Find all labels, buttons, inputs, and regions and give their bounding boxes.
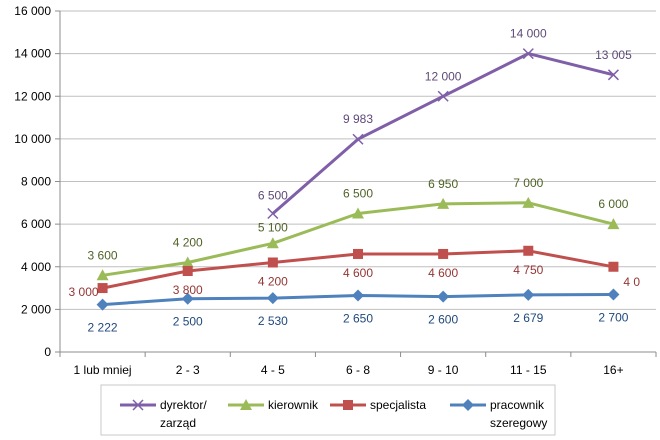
- data-label-pracownik-szeregowy: 2 650: [343, 312, 373, 326]
- data-label-dyrektor-zarz-d: 12 000: [425, 69, 462, 83]
- legend-marker: [240, 399, 252, 410]
- data-label-dyrektor-zarz-d: 14 000: [510, 27, 547, 41]
- data-point-dyrektor-zarz-d: [607, 69, 619, 81]
- legend-item-specjalista: specjalista: [330, 398, 426, 412]
- data-label-specjalista: 4 600: [428, 266, 458, 280]
- data-point-pracownik-szeregowy: [352, 289, 364, 302]
- y-tick-label: 14 000: [14, 47, 51, 61]
- data-label-dyrektor-zarz-d: 6 500: [258, 188, 288, 202]
- x-tick-label: 6 - 8: [346, 363, 370, 377]
- y-tick-label: 12 000: [14, 89, 51, 103]
- data-point-dyrektor-zarz-d: [522, 48, 534, 60]
- data-point-specjalista: [608, 261, 619, 272]
- legend-marker: [462, 399, 474, 411]
- data-point-pracownik-szeregowy: [607, 288, 620, 301]
- data-label-specjalista: 4 0: [623, 275, 640, 289]
- data-label-pracownik-szeregowy: 2 530: [258, 314, 288, 328]
- y-tick-labels: 0 2 000 4 000 6 000 8 000 10 000 12 000 14 000 1…: [14, 4, 51, 359]
- legend-item-kierownik: kierownik: [228, 398, 319, 412]
- data-label-kierownik: 5 100: [258, 220, 288, 234]
- legend-item-dyrektor-zarz-d: dyrektor/zarząd: [120, 398, 207, 430]
- x-tick-label: 4 - 5: [261, 363, 285, 377]
- data-point-dyrektor-zarz-d: [352, 133, 364, 145]
- data-label-dyrektor-zarz-d: 13 005: [595, 48, 632, 62]
- x-tick-label: 9 - 10: [428, 363, 459, 377]
- legend-label: zarząd: [160, 416, 196, 430]
- data-point-kierownik: [607, 218, 620, 230]
- x-tick-labels: 1 lub mniej 2 - 3 4 - 5 6 - 8 9 - 10 11 - 15 1…: [74, 363, 624, 377]
- y-tick-label: 16 000: [14, 4, 51, 18]
- data-label-pracownik-szeregowy: 2 600: [428, 313, 458, 327]
- legend-marker: [132, 399, 144, 411]
- legend-marker: [343, 400, 353, 410]
- data-point-dyrektor-zarz-d: [437, 90, 449, 102]
- data-label-pracownik-szeregowy: 2 500: [173, 315, 203, 329]
- gridlines: [60, 10, 656, 310]
- y-tick-label: 0: [44, 345, 51, 359]
- x-tick-label: 16+: [603, 363, 623, 377]
- data-point-kierownik: [437, 197, 450, 209]
- data-label-pracownik-szeregowy: 2 700: [598, 310, 628, 324]
- data-point-pracownik-szeregowy: [437, 290, 450, 303]
- data-label-pracownik-szeregowy: 2 679: [513, 311, 543, 325]
- data-label-specjalista: 3 000: [69, 285, 99, 299]
- legend-label: kierownik: [268, 398, 319, 412]
- data-label-dyrektor-zarz-d: 9 983: [343, 112, 373, 126]
- legend-label: specjalista: [370, 398, 426, 412]
- data-point-specjalista: [438, 248, 449, 259]
- x-tick-label: 2 - 3: [176, 363, 200, 377]
- data-point-pracownik-szeregowy: [96, 298, 109, 311]
- data-point-pracownik-szeregowy: [522, 288, 535, 301]
- data-labels: 6 500 9 983 12 000 14 000 13 005 3 600 4 200 5 …: [69, 27, 641, 335]
- data-label-kierownik: 7 000: [513, 176, 543, 190]
- data-point-specjalista: [97, 283, 108, 294]
- data-label-kierownik: 6 500: [343, 186, 373, 200]
- series-group: [96, 48, 620, 311]
- data-point-kierownik: [352, 207, 364, 219]
- data-point-kierownik: [181, 256, 194, 268]
- data-label-specjalista: 4 200: [258, 274, 288, 288]
- y-tick-label: 4 000: [21, 260, 51, 274]
- legend-label: pracownik: [490, 398, 545, 412]
- legend-label: dyrektor/: [160, 398, 207, 412]
- data-point-kierownik: [96, 269, 109, 281]
- legend-label: szeregowy: [490, 416, 547, 430]
- data-point-kierownik: [266, 237, 279, 249]
- data-label-kierownik: 6 950: [428, 177, 458, 191]
- axes: [55, 10, 657, 357]
- x-tick-label: 11 - 15: [510, 363, 547, 377]
- y-tick-label: 2 000: [21, 302, 51, 316]
- y-tick-label: 6 000: [21, 217, 51, 231]
- data-point-pracownik-szeregowy: [266, 292, 279, 305]
- data-label-specjalista: 4 600: [343, 266, 373, 280]
- legend: dyrektor/zarząd kierownik specjalista praco…: [100, 384, 556, 436]
- data-label-kierownik: 4 200: [173, 235, 203, 249]
- x-tick-label: 1 lub mniej: [74, 363, 132, 377]
- y-tick-label: 8 000: [21, 175, 51, 189]
- data-point-specjalista: [267, 257, 278, 268]
- data-point-pracownik-szeregowy: [181, 292, 194, 305]
- data-point-dyrektor-zarz-d: [267, 207, 279, 219]
- data-label-kierownik: 3 600: [88, 248, 118, 262]
- data-label-pracownik-szeregowy: 2 222: [88, 321, 118, 335]
- data-label-kierownik: 6 000: [598, 197, 628, 211]
- legend-box: [100, 384, 556, 436]
- data-point-specjalista: [353, 248, 363, 259]
- legend-item-pracownik-szeregowy: pracownik szeregowy: [450, 398, 547, 430]
- data-point-kierownik: [522, 196, 535, 208]
- data-label-specjalista: 3 800: [173, 283, 203, 297]
- y-tick-label: 10 000: [14, 132, 51, 146]
- data-label-specjalista: 4 750: [513, 263, 543, 277]
- data-point-specjalista: [182, 266, 193, 277]
- data-point-specjalista: [523, 245, 534, 256]
